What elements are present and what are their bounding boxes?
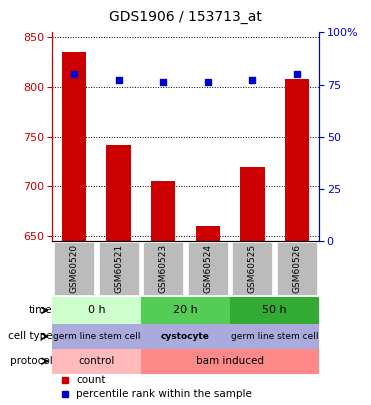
Text: 50 h: 50 h bbox=[262, 305, 287, 315]
Bar bbox=[141, 296, 230, 324]
Bar bbox=[62, 52, 86, 241]
Bar bbox=[240, 166, 265, 241]
Text: GDS1906 / 153713_at: GDS1906 / 153713_at bbox=[109, 10, 262, 24]
Text: GSM60521: GSM60521 bbox=[114, 244, 123, 293]
Text: time: time bbox=[29, 305, 52, 315]
Bar bbox=[230, 296, 319, 324]
Text: control: control bbox=[78, 356, 115, 366]
Point bbox=[294, 71, 300, 77]
Text: 20 h: 20 h bbox=[173, 305, 198, 315]
Text: percentile rank within the sample: percentile rank within the sample bbox=[76, 389, 252, 399]
Point bbox=[160, 79, 166, 86]
FancyBboxPatch shape bbox=[232, 242, 272, 296]
Text: germ line stem cell: germ line stem cell bbox=[53, 332, 140, 341]
Bar bbox=[52, 324, 141, 349]
Bar bbox=[196, 226, 220, 241]
Text: GSM60523: GSM60523 bbox=[159, 244, 168, 293]
Bar bbox=[141, 324, 230, 349]
Text: GSM60520: GSM60520 bbox=[70, 244, 79, 293]
Text: GSM60524: GSM60524 bbox=[203, 244, 212, 293]
Bar bbox=[141, 349, 319, 373]
FancyBboxPatch shape bbox=[99, 242, 139, 296]
Text: cystocyte: cystocyte bbox=[161, 332, 210, 341]
Bar bbox=[230, 324, 319, 349]
Point bbox=[249, 77, 255, 84]
Point bbox=[205, 79, 211, 86]
FancyBboxPatch shape bbox=[54, 242, 94, 296]
Point bbox=[71, 71, 77, 77]
Text: germ line stem cell: germ line stem cell bbox=[231, 332, 318, 341]
Text: protocol: protocol bbox=[10, 356, 52, 366]
Bar bbox=[285, 79, 309, 241]
FancyBboxPatch shape bbox=[143, 242, 183, 296]
Bar bbox=[52, 349, 141, 373]
FancyBboxPatch shape bbox=[188, 242, 228, 296]
Bar bbox=[52, 296, 141, 324]
Text: GSM60525: GSM60525 bbox=[248, 244, 257, 293]
Text: GSM60526: GSM60526 bbox=[292, 244, 301, 293]
Text: bam induced: bam induced bbox=[196, 356, 264, 366]
Text: 0 h: 0 h bbox=[88, 305, 105, 315]
Point bbox=[116, 77, 122, 84]
Text: cell type: cell type bbox=[8, 331, 52, 341]
Text: count: count bbox=[76, 375, 105, 386]
Bar bbox=[106, 145, 131, 241]
FancyBboxPatch shape bbox=[277, 242, 317, 296]
Bar bbox=[151, 181, 175, 241]
